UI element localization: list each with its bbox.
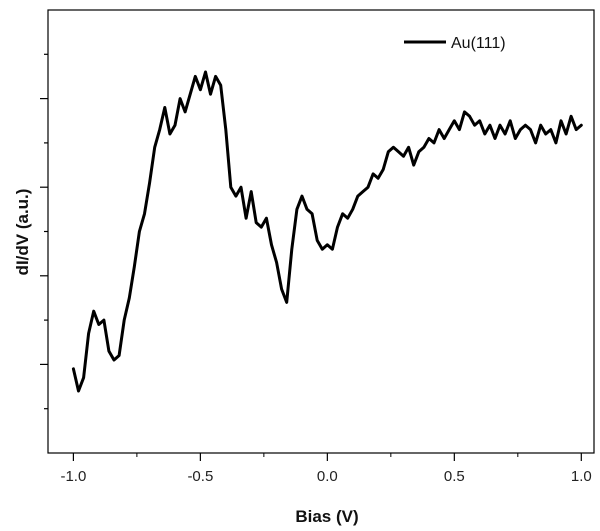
x-axis-tick-labels: -1.0 -0.5 0.0 0.5 1.0 [60,468,591,485]
x-tick-label: 1.0 [571,468,592,485]
y-axis-ticks [40,53,48,410]
series-line-au111 [71,70,583,393]
x-tick-label: 0.0 [317,468,338,485]
x-axis-ticks [72,453,582,461]
legend-label: Au(111) [451,35,506,52]
x-tick-label: -1.0 [60,468,86,485]
x-axis-title: Bias (V) [295,507,358,526]
x-tick-label: -0.5 [187,468,213,485]
y-axis-title: dI/dV (a.u.) [13,189,32,276]
plot-frame [47,9,595,454]
x-tick-label: 0.5 [444,468,465,485]
